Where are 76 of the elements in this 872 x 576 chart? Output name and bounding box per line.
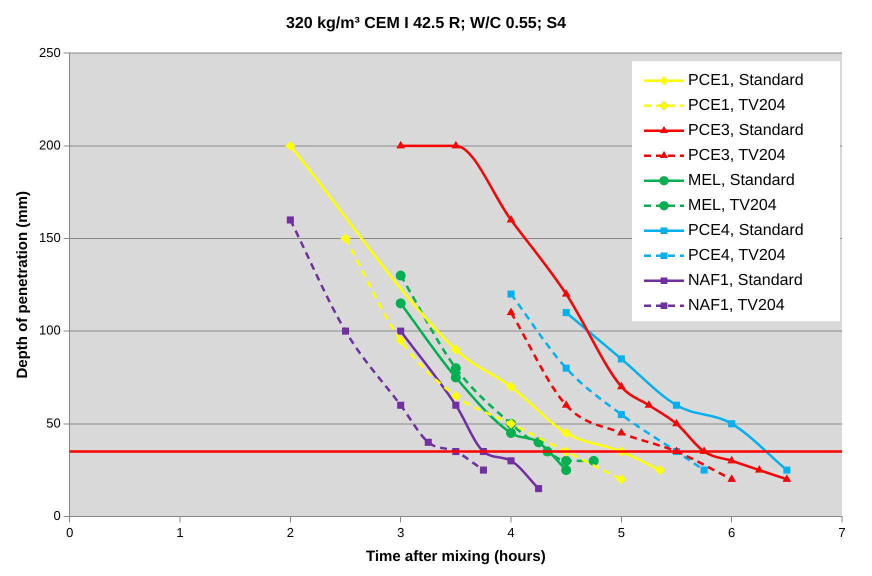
point xyxy=(618,355,625,362)
legend-label: MEL, TV204 xyxy=(688,197,777,214)
x-tick-label: 1 xyxy=(176,524,184,540)
chart-title: 320 kg/m³ CEM I 42.5 R; W/C 0.55; S4 xyxy=(286,15,566,32)
legend-label: PCE1, Standard xyxy=(688,72,804,90)
point xyxy=(617,382,626,390)
point xyxy=(285,140,296,151)
x-tick-label: 3 xyxy=(397,524,404,540)
point xyxy=(561,456,572,466)
x-axis-title: Time after mixing (hours) xyxy=(366,548,546,566)
legend-label: NAF1, TV204 xyxy=(688,297,785,314)
point xyxy=(617,428,626,436)
point xyxy=(588,456,599,466)
point xyxy=(562,289,571,297)
x-tick-label: 7 xyxy=(838,524,846,540)
point xyxy=(396,298,406,308)
point xyxy=(561,465,572,476)
point xyxy=(396,335,406,346)
y-tick-label: 0 xyxy=(53,508,61,523)
legend-label: PCE4, Standard xyxy=(688,222,804,240)
point xyxy=(452,402,460,409)
point xyxy=(450,344,461,355)
point xyxy=(450,390,461,401)
point xyxy=(507,290,515,298)
y-tick-label: 100 xyxy=(38,322,61,338)
point xyxy=(535,485,542,492)
point xyxy=(506,308,516,316)
point xyxy=(672,418,681,426)
x-tick-label: 5 xyxy=(618,524,625,540)
point xyxy=(506,428,516,438)
point xyxy=(727,456,736,464)
point xyxy=(782,474,792,482)
point xyxy=(452,140,460,148)
point xyxy=(728,420,736,428)
point xyxy=(286,216,294,224)
point xyxy=(424,438,432,446)
y-tick-label: 150 xyxy=(38,230,61,246)
y-tick-label: 250 xyxy=(38,44,61,60)
legend-label: PCE3, Standard xyxy=(688,122,804,140)
point xyxy=(342,328,350,335)
point xyxy=(340,233,351,244)
point xyxy=(654,465,665,476)
legend-label: PCE1, TV204 xyxy=(688,97,786,114)
point xyxy=(727,474,736,482)
y-axis-title: Depth of penetration (mm) xyxy=(14,191,32,379)
point xyxy=(396,140,406,148)
x-tick-label: 0 xyxy=(66,524,74,540)
point xyxy=(618,410,625,418)
point xyxy=(397,328,404,335)
point xyxy=(450,363,461,374)
point xyxy=(672,402,680,409)
point xyxy=(561,428,572,438)
point xyxy=(644,400,654,408)
x-tick-label: 2 xyxy=(286,524,294,540)
point xyxy=(616,474,626,484)
legend-label: PCE4, TV204 xyxy=(688,247,786,264)
point xyxy=(754,465,764,473)
point xyxy=(562,400,571,408)
point xyxy=(397,402,404,409)
point xyxy=(506,382,516,392)
point xyxy=(562,309,570,316)
point xyxy=(450,372,461,382)
point xyxy=(480,466,487,474)
point xyxy=(700,466,708,474)
y-tick-label: 50 xyxy=(46,415,61,430)
legend-label: MEL, Standard xyxy=(688,172,795,190)
point xyxy=(506,214,516,222)
point xyxy=(507,457,515,464)
point xyxy=(396,270,406,281)
legend-label: PCE3, TV204 xyxy=(688,147,786,164)
x-tick-label: 4 xyxy=(507,524,515,540)
y-tick-label: 200 xyxy=(38,137,61,152)
x-tick-label: 6 xyxy=(728,524,736,540)
legend-label: NAF1, Standard xyxy=(688,272,803,290)
point xyxy=(562,364,570,372)
point xyxy=(783,466,790,474)
